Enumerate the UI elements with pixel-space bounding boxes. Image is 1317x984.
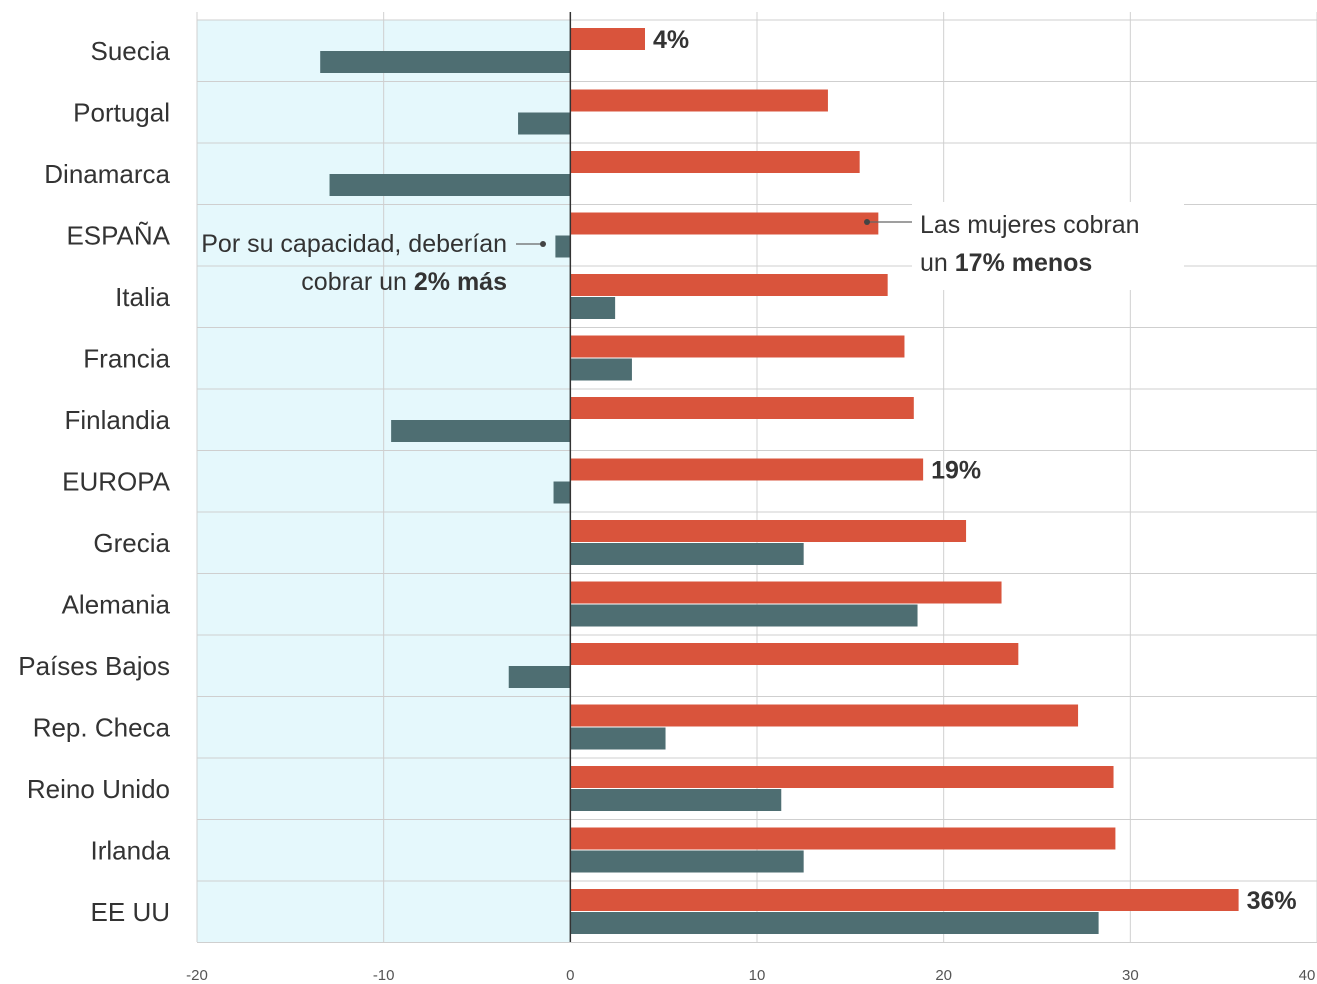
- annotation-right-line2: un 17% menos: [920, 249, 1092, 277]
- annotation-right-dot: [864, 219, 870, 225]
- data-label: 36%: [1247, 887, 1297, 915]
- category-label: Alemania: [62, 589, 171, 619]
- bar-series-2: [391, 420, 571, 442]
- annotation-right-line2-bold: 17% menos: [955, 249, 1093, 277]
- bar-series-2: [570, 727, 666, 750]
- bar-series-2: [555, 235, 571, 258]
- bar-series-1: [570, 89, 828, 112]
- category-label: Suecia: [91, 36, 171, 66]
- category-label: Reino Unido: [27, 774, 170, 804]
- category-label: Dinamarca: [44, 159, 170, 189]
- category-label: EUROPA: [62, 466, 171, 496]
- annotation-right-backdrop: [912, 202, 1184, 290]
- data-label: 4%: [653, 26, 689, 54]
- annotation-left-dot: [540, 241, 546, 247]
- annotation-left-line1: Por su capacidad, deberían: [201, 230, 507, 258]
- category-label: ESPAÑA: [66, 220, 170, 250]
- bar-series-2: [329, 174, 571, 196]
- category-label: Rep. Checa: [33, 712, 171, 742]
- category-label: Grecia: [93, 528, 170, 558]
- x-tick-label: 20: [935, 967, 952, 984]
- bar-series-1: [570, 643, 1019, 665]
- bar-series-1: [570, 458, 924, 481]
- x-tick-label: 40: [1299, 967, 1316, 984]
- bar-series-2: [570, 912, 1099, 934]
- category-label: Portugal: [73, 97, 170, 127]
- bar-series-1: [570, 274, 888, 296]
- bar-series-2: [553, 481, 571, 504]
- bar-series-1: [570, 28, 645, 50]
- bar-series-1: [570, 151, 860, 173]
- bar-series-1: [570, 397, 914, 419]
- category-label: Italia: [115, 282, 170, 312]
- bar-series-1: [570, 212, 879, 235]
- bar-series-2: [570, 543, 804, 565]
- bar-series-2: [518, 112, 571, 135]
- x-tick-label: 10: [749, 967, 766, 984]
- x-tick-label: 30: [1122, 967, 1139, 984]
- category-label: Francia: [83, 343, 170, 373]
- bar-series-1: [570, 827, 1116, 850]
- category-label: EE UU: [91, 897, 170, 927]
- data-label: 19%: [931, 457, 981, 485]
- bar-series-2: [320, 51, 571, 73]
- x-tick-label: 0: [566, 967, 574, 984]
- bar-series-2: [570, 604, 918, 627]
- bar-series-1: [570, 889, 1239, 911]
- annotation-left-line2: cobrar un 2% más: [301, 268, 507, 296]
- category-label: Finlandia: [64, 405, 170, 435]
- x-tick-label: -20: [186, 967, 208, 984]
- bar-series-2: [570, 358, 632, 381]
- bar-series-1: [570, 704, 1079, 727]
- annotation-left-line2-prefix: cobrar un: [301, 268, 407, 296]
- category-label: Irlanda: [91, 835, 171, 865]
- annotation-left: Por su capacidad, deberían cobrar un 2% …: [201, 230, 546, 296]
- bar-series-1: [570, 335, 905, 358]
- annotation-right-line1: Las mujeres cobran: [920, 211, 1140, 239]
- bar-series-2: [570, 850, 804, 873]
- bar-series-2: [508, 666, 571, 688]
- bar-series-2: [570, 789, 782, 811]
- annotation-left-line2-bold: 2% más: [414, 268, 507, 296]
- bar-series-1: [570, 520, 967, 542]
- category-label: Países Bajos: [18, 651, 170, 681]
- bar-series-1: [570, 766, 1114, 788]
- bar-series-2: [570, 297, 616, 319]
- annotation-right-line2-prefix: un: [920, 249, 948, 277]
- x-tick-label: -10: [373, 967, 395, 984]
- annotation-right: Las mujeres cobran un 17% menos: [864, 202, 1184, 290]
- bar-series-1: [570, 581, 1002, 604]
